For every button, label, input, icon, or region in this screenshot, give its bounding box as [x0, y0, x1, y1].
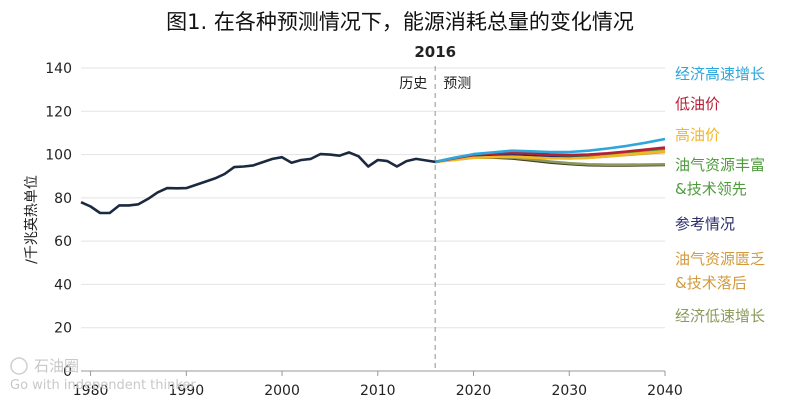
y-tick-label: 60 — [54, 234, 72, 250]
watermark-logo-icon — [10, 357, 28, 375]
chart-title: 图1. 在各种预测情况下，能源消耗总量的变化情况 — [166, 10, 634, 34]
gridlines — [81, 67, 665, 372]
x-tick-label: 2030 — [551, 383, 587, 399]
y-tick-label: 120 — [45, 104, 72, 120]
y-tick-label: 140 — [45, 61, 72, 77]
y-tick-label: 40 — [54, 277, 72, 293]
watermark-tagline: Go with independent thinker — [10, 378, 196, 393]
watermark: 石油圈 Go with independent thinker — [10, 357, 196, 393]
x-tick-label: 2000 — [264, 383, 300, 399]
x-tick-label: 1990 — [168, 383, 204, 399]
legend-entry: 油气资源丰富 — [675, 156, 765, 174]
legend: 经济高速增长低油价高油价油气资源丰富&技术领先参考情况油气资源匮乏&技术落后经济… — [675, 65, 765, 325]
projection-label: 预测 — [443, 76, 471, 92]
x-tick-label: 2040 — [647, 383, 683, 399]
legend-entry: 经济低速增长 — [675, 307, 765, 325]
series-lines — [80, 137, 666, 215]
x-tick-label: 2020 — [456, 383, 492, 399]
x-tick-label: 2010 — [360, 383, 396, 399]
x-tick-label: 1980 — [73, 383, 109, 399]
divider-year-label: 2016 — [414, 43, 456, 61]
y-tick-label: 20 — [54, 321, 72, 337]
legend-entry: 高油价 — [675, 126, 720, 144]
legend-entry: 低油价 — [675, 95, 720, 113]
watermark-brand: 石油圈 — [34, 357, 79, 375]
y-tick-label: 80 — [54, 191, 72, 207]
legend-entry: 参考情况 — [675, 215, 735, 233]
history-series-line — [80, 151, 436, 215]
y-axis-ticks: 0 20 40 60 80 100 120 140 — [45, 61, 72, 380]
legend-entry: 油气资源匮乏 — [675, 250, 765, 268]
y-axis-label: /千兆英热单位 — [23, 175, 40, 264]
y-tick-label: 0 — [63, 364, 72, 380]
y-tick-label: 100 — [45, 148, 72, 164]
legend-entry: &技术领先 — [675, 180, 747, 198]
projection-series-line — [434, 137, 666, 164]
legend-entry: &技术落后 — [675, 274, 747, 292]
projection-series-line — [435, 150, 666, 164]
legend-entry: 经济高速增长 — [675, 65, 765, 83]
x-axis-ticks: 1980 1990 2000 2010 2020 2030 2040 — [73, 371, 683, 399]
history-label: 历史 — [399, 76, 427, 92]
